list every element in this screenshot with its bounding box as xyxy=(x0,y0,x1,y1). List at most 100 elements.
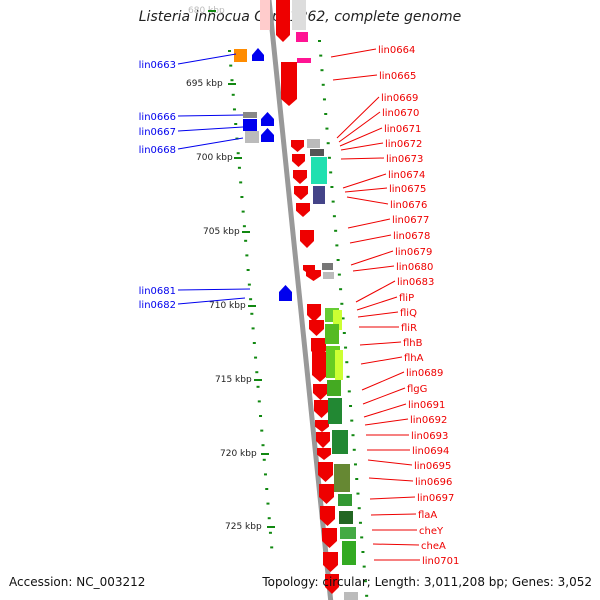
gene-block xyxy=(243,119,257,131)
gene-arrow-reverse xyxy=(306,270,321,281)
gene-block xyxy=(310,149,324,156)
gene-arrow-forward xyxy=(261,112,274,126)
gene-label-lin0681: lin0681 xyxy=(139,286,176,297)
gene-label-lin0701: lin0701 xyxy=(422,556,459,567)
gene-label-lin0668: lin0668 xyxy=(139,145,176,156)
tick-dot-left xyxy=(259,415,263,417)
gene-arrow-reverse xyxy=(317,448,331,460)
gene-block xyxy=(325,324,339,344)
tick-dot-right xyxy=(340,302,344,305)
tick-dot-left xyxy=(255,371,259,374)
tick-dot-left xyxy=(231,93,235,96)
gene-block xyxy=(313,186,325,204)
gene-block xyxy=(297,58,311,63)
scale-tick xyxy=(267,526,275,528)
gene-block-faded xyxy=(292,0,306,30)
tick-dot-right xyxy=(351,434,355,437)
gene-label-lin0680: lin0680 xyxy=(396,262,433,273)
leader-line xyxy=(340,142,384,151)
tick-dot-right xyxy=(330,186,334,188)
tick-dot-left xyxy=(250,312,254,315)
leader-line xyxy=(177,114,244,117)
leader-line xyxy=(336,96,380,139)
tick-dot-left xyxy=(245,254,249,257)
gene-arrow-reverse xyxy=(300,230,314,248)
leader-line xyxy=(359,341,402,346)
scale-tick xyxy=(261,453,269,455)
gene-arrow-reverse xyxy=(320,506,335,526)
gene-label-lin0663: lin0663 xyxy=(139,60,176,71)
tick-dot-right xyxy=(350,419,354,422)
gene-arrow-forward xyxy=(261,128,274,142)
gene-label-flhB: flhB xyxy=(403,338,423,349)
leader-line xyxy=(347,218,391,229)
gene-arrow-reverse xyxy=(307,304,321,322)
gene-arrow-reverse xyxy=(292,154,305,167)
scale-tick xyxy=(234,157,242,159)
gene-label-lin0694: lin0694 xyxy=(412,446,449,457)
gene-block xyxy=(322,263,333,270)
gene-label-lin0671: lin0671 xyxy=(384,124,421,135)
leader-line xyxy=(330,48,377,58)
tick-dot-right xyxy=(339,288,343,291)
scale-label: 725 kbp xyxy=(225,522,262,532)
leader-line xyxy=(177,297,246,305)
tick-dot-left xyxy=(239,181,243,184)
leader-line xyxy=(338,111,381,143)
scale-label: 700 kbp xyxy=(196,153,233,163)
gene-label-lin0692: lin0692 xyxy=(410,415,447,426)
tick-dot-right xyxy=(365,594,369,597)
gene-label-lin0664: lin0664 xyxy=(378,45,415,56)
gene-label-lin0672: lin0672 xyxy=(385,139,422,150)
tick-dot-right xyxy=(356,492,360,495)
tick-dot-right xyxy=(341,317,345,320)
tick-dot-right xyxy=(336,259,340,261)
gene-label-lin0675: lin0675 xyxy=(389,184,426,195)
tick-dot-left xyxy=(241,210,245,213)
tick-dot-right xyxy=(355,478,359,480)
tick-dot-right xyxy=(322,98,326,101)
gene-label-lin0677: lin0677 xyxy=(392,215,429,226)
scale-tick xyxy=(208,10,216,12)
gene-arrow-reverse xyxy=(291,140,304,152)
tick-dot-right xyxy=(324,113,328,115)
gene-block xyxy=(342,541,356,565)
tick-dot-right xyxy=(332,215,336,218)
gene-label-lin0678: lin0678 xyxy=(393,231,430,242)
gene-label-lin0669: lin0669 xyxy=(381,93,418,104)
leader-line xyxy=(352,265,395,272)
gene-block xyxy=(338,494,352,506)
gene-arrow-reverse xyxy=(322,528,337,548)
tick-dot-right xyxy=(357,507,361,510)
leader-line xyxy=(350,250,394,266)
gene-label-lin0695: lin0695 xyxy=(414,461,451,472)
gene-block xyxy=(323,272,334,279)
leader-line xyxy=(370,513,417,516)
leader-line xyxy=(340,157,385,160)
gene-label-lin0691: lin0691 xyxy=(408,400,445,411)
leader-line xyxy=(368,477,414,482)
gene-label-lin0693: lin0693 xyxy=(411,431,448,442)
gene-block-faded xyxy=(260,0,270,30)
gene-label-flgG: flgG xyxy=(407,384,427,395)
scale-tick xyxy=(242,231,250,233)
tick-dot-left xyxy=(268,531,272,534)
leader-line xyxy=(177,126,244,132)
leader-line xyxy=(367,459,413,466)
tick-dot-right xyxy=(346,375,350,378)
gene-label-lin0696: lin0696 xyxy=(415,477,452,488)
tick-dot-left xyxy=(230,79,234,82)
tick-dot-left xyxy=(228,50,231,52)
gene-label-fliP: fliP xyxy=(399,293,414,304)
gene-label-lin0667: lin0667 xyxy=(139,127,176,138)
gene-label-lin0674: lin0674 xyxy=(388,170,425,181)
gene-arrow-forward xyxy=(252,48,264,61)
tick-dot-left xyxy=(236,152,240,155)
scale-label: 680 kbp xyxy=(188,6,225,16)
gene-block xyxy=(344,592,358,600)
gene-arrow-reverse xyxy=(318,462,333,482)
tick-dot-right xyxy=(337,273,341,276)
gene-label-lin0666: lin0666 xyxy=(139,112,176,123)
leader-line xyxy=(362,387,406,405)
